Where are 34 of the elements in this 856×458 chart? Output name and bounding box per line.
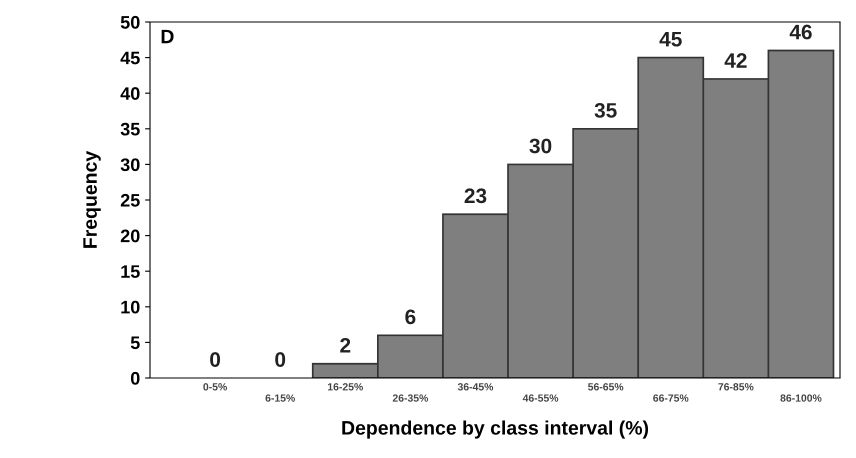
y-tick-label: 25 [120,194,140,207]
x-tick-label: 76-85% [718,383,754,391]
y-tick-label: 50 [120,16,140,29]
x-tick-label: 16-25% [328,383,363,391]
annotation: D [162,30,174,44]
data-label: 45 [659,32,682,47]
x-tick-label: 6-15% [266,394,295,402]
data-label: 2 [340,338,350,352]
y-tick-label: 30 [120,158,140,172]
data-label: 35 [594,102,617,118]
y-tick-label: 45 [120,52,140,64]
y-axis-title: Frequency [83,150,101,248]
y-tick-label: 40 [120,87,140,100]
x-tick-label: 0-5% [203,383,227,391]
x-tick-label: 36-45% [458,383,494,391]
data-label: 0 [210,352,220,367]
x-axis-title: Dependence by class interval (%) [342,420,648,439]
data-label: 6 [405,309,416,324]
x-tick-label: 66-75% [653,394,688,402]
data-label: 46 [790,24,812,40]
x-tick-label: 46-55% [522,394,558,402]
y-tick-label: 0 [130,372,140,385]
y-tick-label: 10 [121,300,140,314]
data-label: 23 [464,188,486,204]
y-tick-label: 20 [120,230,140,242]
y-tick-label: 15 [121,265,140,278]
y-tick-label: 35 [120,122,140,136]
y-tick-label: 5 [130,336,140,350]
x-tick-label: 56-65% [588,383,624,391]
data-label: 42 [724,53,747,68]
data-label: 30 [529,138,552,154]
x-tick-label: 26-35% [392,394,428,402]
data-label: 0 [275,352,286,367]
x-tick-label: 86-100% [780,394,822,402]
